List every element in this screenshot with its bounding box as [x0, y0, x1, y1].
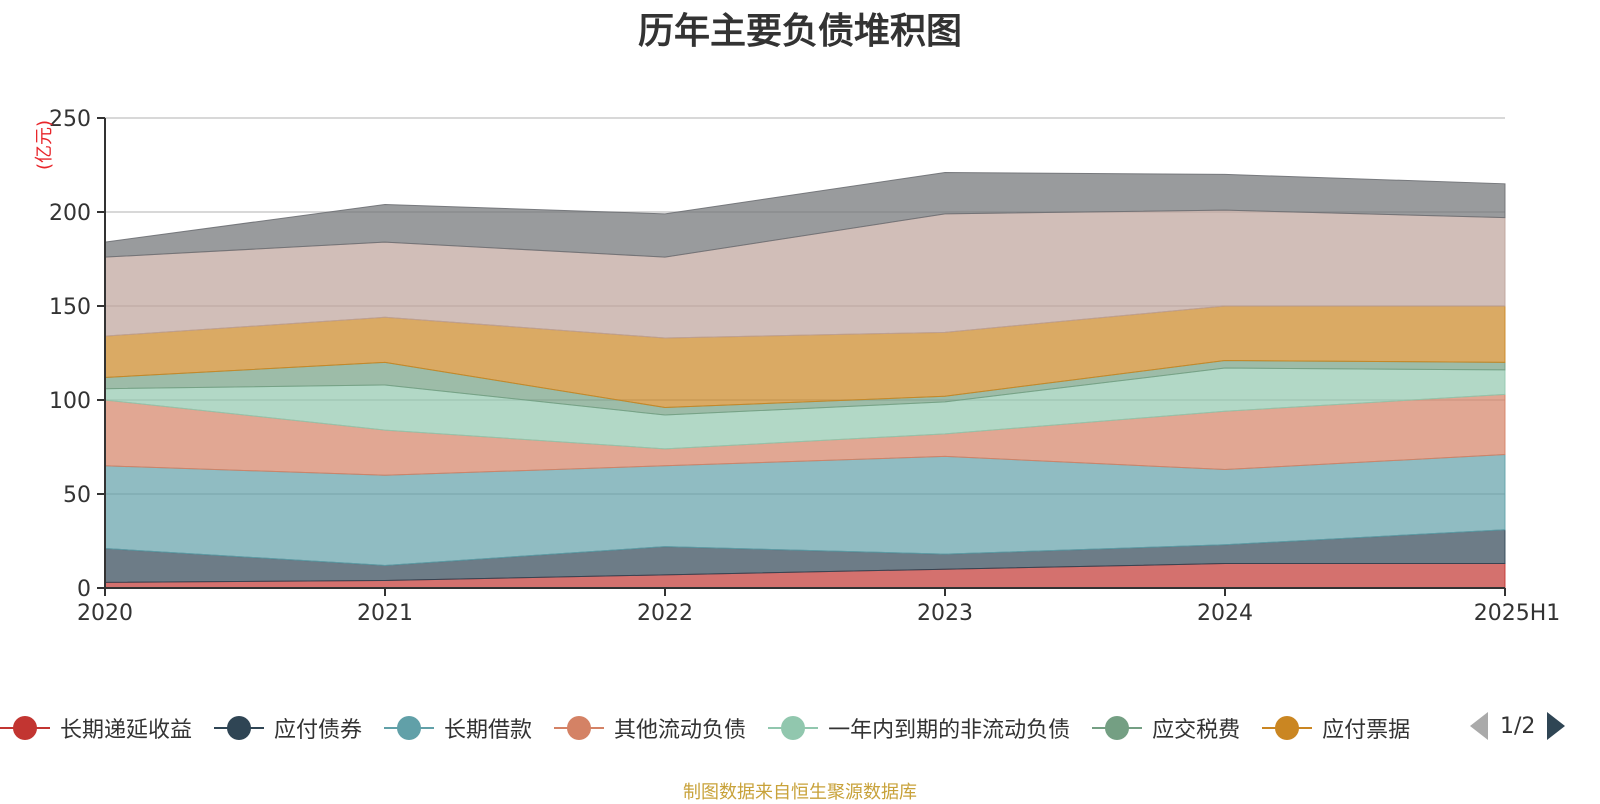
legend-marker-icon [768, 714, 819, 742]
y-tick-label: 50 [63, 483, 91, 508]
area-series-9 [104, 172, 1506, 258]
legend-label: 应付票据 [1322, 718, 1411, 743]
x-tick-label: 2022 [637, 601, 693, 626]
stacked-area-chart: 0 50 100 150 200 250 2020 2021 2022 2023 2024 2025H… [34, 107, 1560, 626]
legend-item[interactable]: 其他流动负债 [554, 712, 746, 744]
y-tick-label: 100 [49, 389, 91, 414]
legend-item[interactable]: 应交税费 [1092, 712, 1240, 744]
legend-label: 一年内到期的非流动负债 [828, 718, 1071, 743]
y-tick-label: 200 [49, 201, 91, 226]
legend-marker-icon [554, 714, 605, 742]
legend: 长期递延收益 应付债券 长期借款 其他流动负债 一年内到期的非流动负债 应交税费 应付票据 [0, 708, 1432, 748]
legend-label: 应交税费 [1152, 718, 1241, 743]
legend-marker-icon [1092, 714, 1143, 742]
x-tick-label: 2020 [77, 601, 133, 626]
legend-marker-icon [1262, 714, 1313, 742]
legend-page-indicator: 1/2 [1500, 713, 1536, 739]
x-tick-label: 2024 [1197, 601, 1253, 626]
legend-item[interactable]: 应付债券 [214, 712, 362, 744]
axes [97, 117, 1506, 596]
legend-item[interactable]: 长期借款 [384, 712, 532, 744]
x-tick-label: 2021 [357, 601, 413, 626]
legend-item[interactable]: 长期递延收益 [0, 712, 192, 744]
legend-label: 应付债券 [274, 718, 363, 743]
tick-labels: 0 50 100 150 200 250 2020 2021 2022 2023 2024 2025H… [49, 107, 1560, 626]
y-tick-label: 250 [49, 107, 91, 132]
legend-marker-icon [0, 714, 50, 742]
source-note: 制图数据来自恒生聚源数据库 [683, 782, 917, 803]
triangle-left-icon[interactable] [1470, 712, 1488, 740]
legend-marker-icon [214, 714, 265, 742]
y-tick-label: 0 [77, 577, 91, 602]
y-axis-unit-label: (亿元) [34, 120, 55, 170]
area-layers [104, 172, 1506, 589]
x-tick-label: 2025H1 [1474, 601, 1561, 626]
legend-marker-icon [384, 714, 435, 742]
legend-label: 长期借款 [444, 718, 533, 743]
legend-item[interactable]: 一年内到期的非流动负债 [768, 712, 1070, 744]
y-tick-label: 150 [49, 295, 91, 320]
legend-label: 其他流动负债 [614, 718, 747, 743]
chart-title: 历年主要负债堆积图 [637, 11, 962, 52]
legend-pager: 1/2 [1470, 712, 1566, 740]
triangle-right-icon[interactable] [1547, 712, 1566, 740]
legend-item[interactable]: 应付票据 [1262, 712, 1410, 744]
x-tick-label: 2023 [917, 601, 973, 626]
legend-label: 长期递延收益 [60, 718, 193, 743]
